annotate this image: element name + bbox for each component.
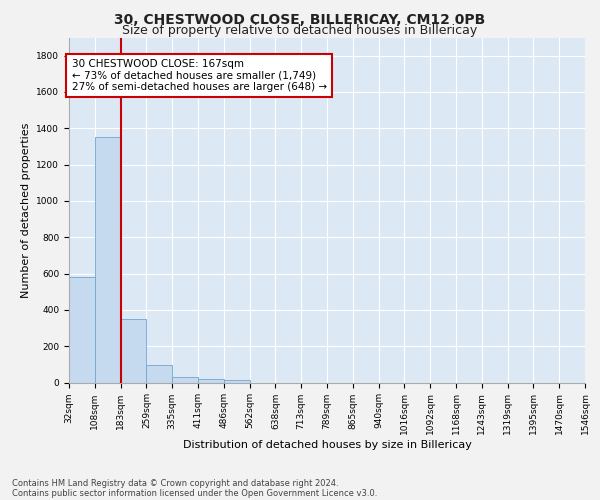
Bar (121, 319, 146, 382)
Text: Contains HM Land Registry data © Crown copyright and database right 2024.: Contains HM Land Registry data © Crown c… (12, 478, 338, 488)
Bar (198, 379, 224, 382)
Text: 30, CHESTWOOD CLOSE, BILLERICAY, CM12 0PB: 30, CHESTWOOD CLOSE, BILLERICAY, CM12 0P… (115, 12, 485, 26)
Bar (172, 377, 198, 382)
X-axis label: Distribution of detached houses by size in Billericay: Distribution of detached houses by size … (182, 440, 472, 450)
Bar (224, 380, 250, 382)
Y-axis label: Number of detached properties: Number of detached properties (21, 122, 31, 298)
Bar (95, 138, 121, 382)
Bar (146, 365, 172, 382)
Text: Size of property relative to detached houses in Billericay: Size of property relative to detached ho… (122, 24, 478, 37)
Text: 30 CHESTWOOD CLOSE: 167sqm
← 73% of detached houses are smaller (1,749)
27% of s: 30 CHESTWOOD CLOSE: 167sqm ← 73% of deta… (71, 59, 327, 92)
Bar (69, 277, 95, 382)
Text: Contains public sector information licensed under the Open Government Licence v3: Contains public sector information licen… (12, 488, 377, 498)
